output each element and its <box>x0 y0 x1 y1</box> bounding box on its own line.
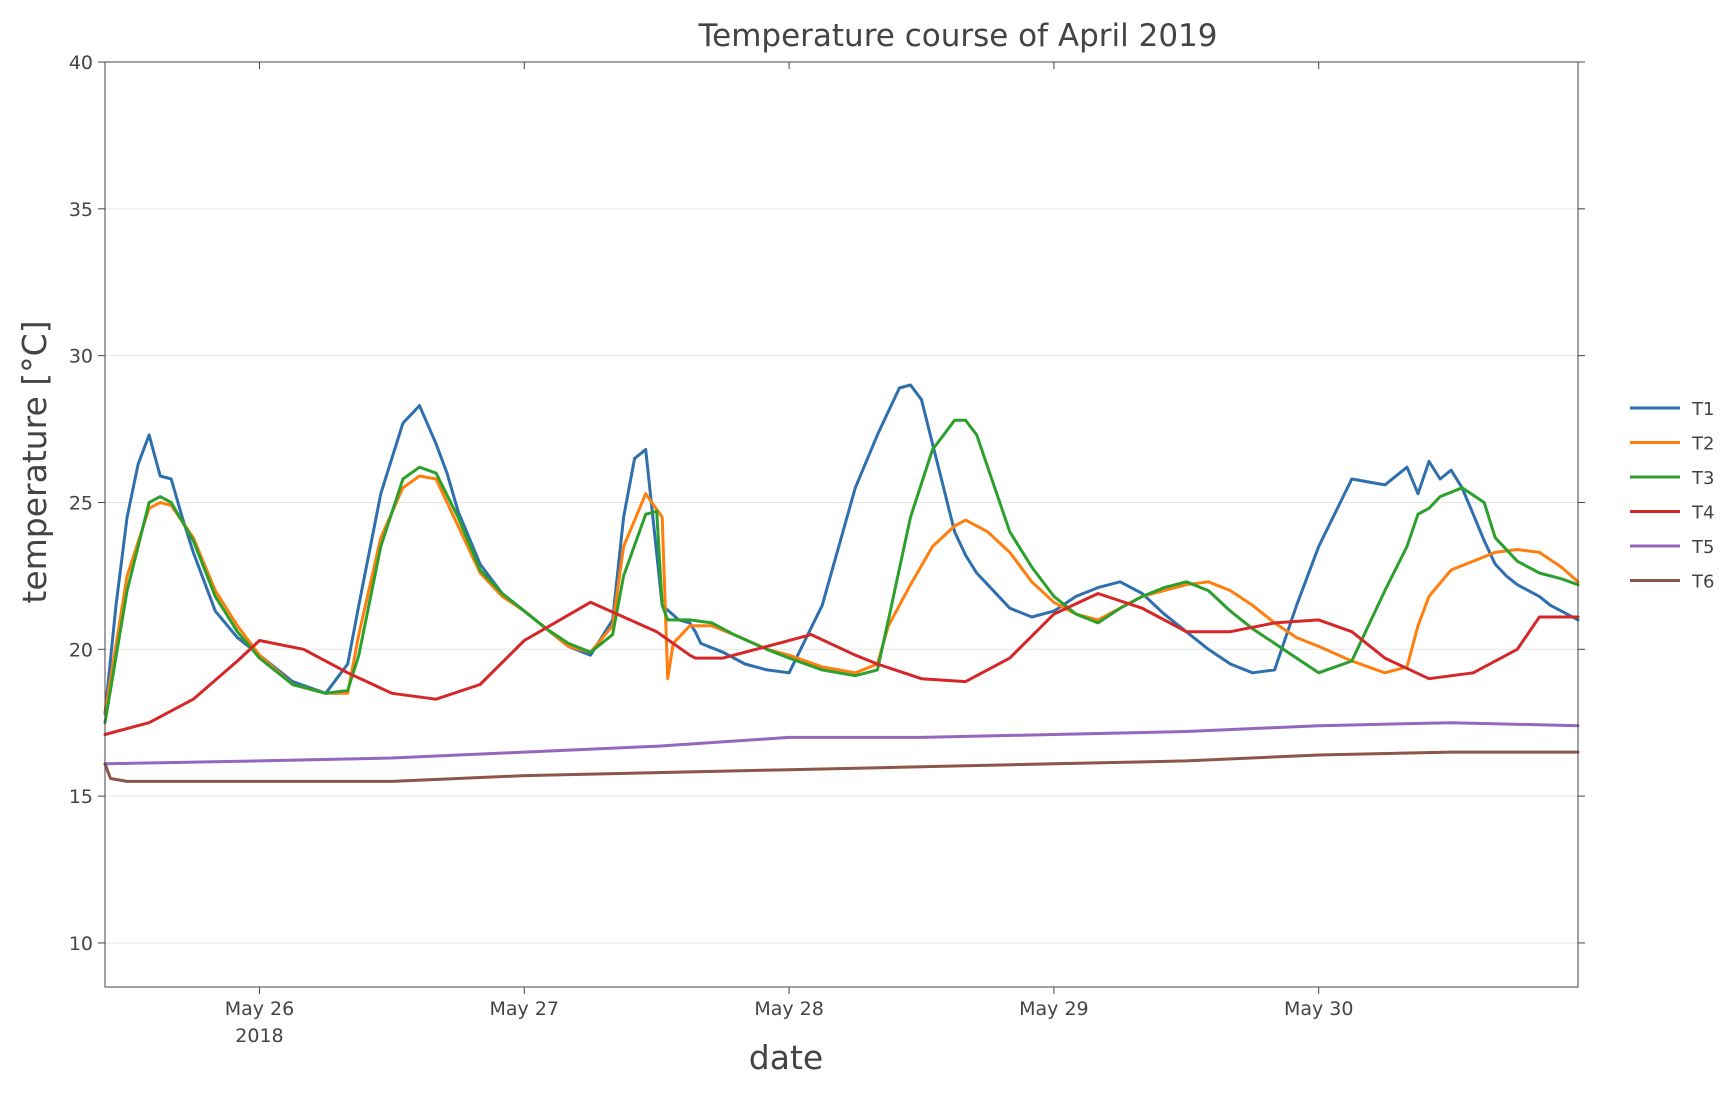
legend-label-t2: T2 <box>1691 434 1714 455</box>
legend-label-t5: T5 <box>1691 537 1714 558</box>
chart-title: Temperature course of April 2019 <box>697 18 1217 54</box>
legend-label-t1: T1 <box>1691 399 1714 420</box>
y-tick-label: 10 <box>69 933 93 955</box>
x-tick-label: May 28 <box>754 998 824 1020</box>
x-tick-label: May 27 <box>490 998 560 1020</box>
y-tick-label: 25 <box>69 492 93 514</box>
series-line-t5 <box>103 721 1580 766</box>
series-line-t4 <box>103 592 1580 736</box>
series-line-t2 <box>103 474 1580 716</box>
y-tick-label: 20 <box>69 639 93 661</box>
plot-frame <box>104 61 1579 988</box>
series-line-t3 <box>103 418 1580 725</box>
series-line-t1 <box>103 383 1580 716</box>
x-tick-label: May 30 <box>1284 998 1354 1020</box>
legend-label-t3: T3 <box>1691 468 1714 489</box>
axes: 10 15 20 25 30 35 40 May 26 2018 May 27 May 28 May … <box>69 52 1585 1047</box>
y-tick-label: 35 <box>69 199 93 221</box>
y-tick-label: 30 <box>69 346 93 368</box>
series-lines <box>103 383 1580 783</box>
series-line-t6 <box>103 750 1580 783</box>
x-tick-label: May 29 <box>1019 998 1089 1020</box>
legend: T1 T2 T3 T4 T5 T6 <box>1630 399 1714 593</box>
y-tick-label: 40 <box>69 52 93 74</box>
y-axis-title: temperature [°C] <box>15 320 54 603</box>
x-tick-label: May 26 <box>225 998 295 1020</box>
legend-label-t6: T6 <box>1691 572 1714 593</box>
x-axis-title: date <box>749 1038 823 1077</box>
x-tick-sublabel: 2018 <box>235 1025 283 1047</box>
legend-label-t4: T4 <box>1691 503 1714 524</box>
y-tick-label: 15 <box>69 786 93 808</box>
